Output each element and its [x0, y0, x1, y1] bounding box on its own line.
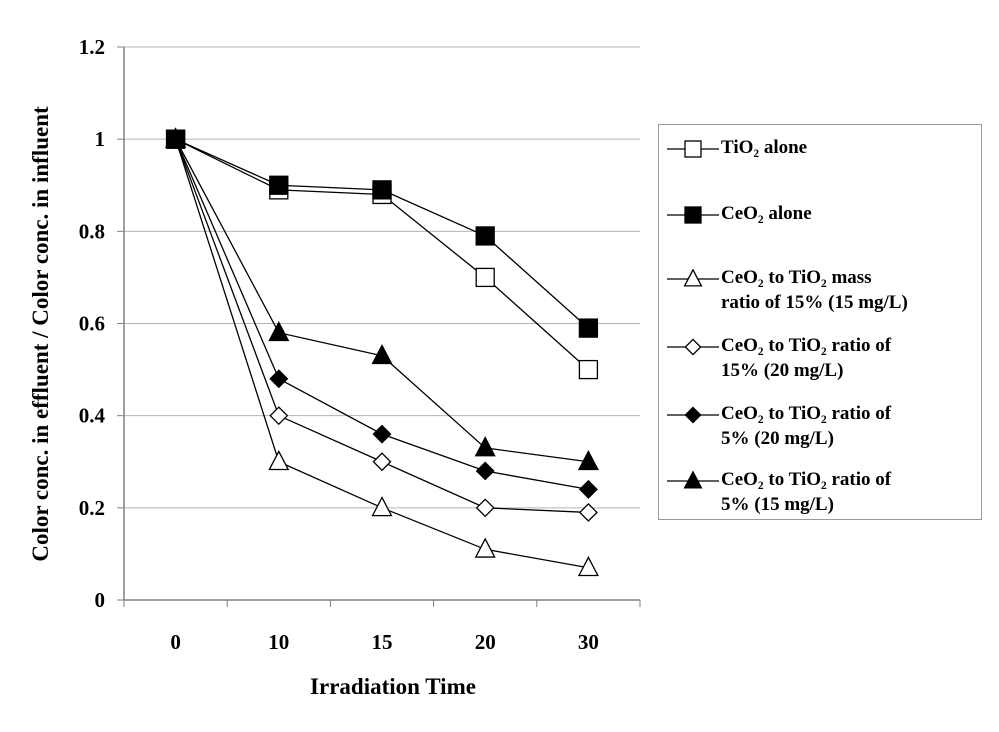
data-point	[577, 449, 599, 471]
y-tick-label: 0.2	[79, 496, 105, 520]
y-tick-label: 0	[95, 588, 106, 612]
data-point	[475, 267, 495, 288]
legend-label: CeO₂ to TiO₂ ratio of 5% (20 mg/L)	[721, 401, 891, 451]
legend-label-line: CeO₂ to TiO₂ ratio of	[721, 403, 892, 424]
legend-label-line: 5% (15 mg/L)	[721, 494, 834, 515]
x-tick-label: 30	[578, 630, 599, 654]
legend-marker	[683, 471, 703, 489]
legend-marker	[684, 338, 702, 356]
legend: TiO₂ alone CeO₂ alone CeO₂ to TiO₂ mass rat…	[658, 124, 982, 520]
x-tick-label: 10	[268, 630, 289, 654]
data-point	[475, 498, 495, 518]
data-point	[578, 479, 598, 499]
y-tick-label: 1	[95, 127, 106, 151]
y-tick-label: 1.2	[79, 35, 105, 59]
legend-marker	[683, 269, 703, 287]
data-point	[372, 452, 392, 472]
x-axis-title: Irradiation Time	[310, 674, 476, 699]
data-point	[475, 226, 495, 246]
data-point	[269, 369, 289, 389]
legend-swatch	[667, 206, 719, 224]
legend-label-line: 15% (20 mg/L)	[721, 360, 844, 381]
legend-item: CeO₂ to TiO₂ ratio of 5% (15 mg/L)	[665, 467, 977, 517]
legend-label-line: CeO₂ to TiO₂ ratio of	[721, 335, 892, 356]
legend-marker	[684, 140, 702, 158]
legend-label: TiO₂ alone	[721, 135, 807, 160]
legend-swatch	[667, 406, 719, 424]
data-point	[372, 180, 392, 200]
x-tick-label: 20	[475, 630, 496, 654]
data-point	[474, 436, 496, 457]
legend-label-line: ratio of 15% (15 mg/L)	[721, 292, 908, 313]
x-tick-label: 0	[170, 630, 181, 654]
data-point	[578, 359, 599, 380]
legend-label: CeO₂ alone	[721, 201, 812, 226]
x-tick-label: 15	[372, 630, 393, 654]
y-axis-title: Color conc. in effluent / Color conc. in…	[28, 106, 53, 562]
legend-item: TiO₂ alone	[665, 135, 977, 160]
data-point	[577, 555, 599, 577]
legend-label-line: TiO₂ alone	[721, 137, 808, 158]
data-point	[268, 320, 290, 342]
legend-marker	[684, 406, 702, 424]
axes: 0 0.2 0.4 0.6 0.8 1 1.2 0 10 15 20 30	[79, 35, 641, 654]
legend-label-line: CeO₂ alone	[721, 203, 812, 224]
series-6	[165, 127, 599, 471]
data-point	[268, 449, 290, 471]
data-point	[474, 537, 496, 558]
data-point	[578, 502, 598, 522]
legend-swatch	[667, 140, 719, 158]
legend-label: CeO₂ to TiO₂ mass ratio of 15% (15 mg/L)	[721, 265, 908, 315]
data-point	[371, 496, 393, 517]
legend-item: CeO₂ to TiO₂ mass ratio of 15% (15 mg/L)	[665, 265, 977, 315]
legend-label: CeO₂ to TiO₂ ratio of 5% (15 mg/L)	[721, 467, 891, 517]
series-1	[165, 129, 599, 380]
data-point	[269, 406, 289, 426]
legend-item: CeO₂ to TiO₂ ratio of 15% (20 mg/L)	[665, 333, 977, 383]
legend-marker	[684, 206, 702, 224]
series-line	[175, 138, 589, 329]
data-point	[371, 344, 393, 365]
legend-item: CeO₂ alone	[665, 201, 977, 226]
legend-swatch	[667, 269, 719, 287]
legend-swatch	[667, 338, 719, 356]
y-tick-label: 0.4	[79, 404, 106, 428]
data-point	[372, 424, 392, 444]
legend-label: CeO₂ to TiO₂ ratio of 15% (20 mg/L)	[721, 333, 891, 383]
data-point	[475, 461, 495, 481]
y-tick-label: 0.8	[79, 219, 105, 243]
data-point	[165, 127, 187, 148]
series-layer	[165, 127, 599, 577]
data-point	[578, 318, 599, 338]
legend-label-line: 5% (20 mg/L)	[721, 428, 834, 449]
data-point	[269, 175, 289, 195]
legend-swatch	[667, 471, 719, 489]
legend-label-line: CeO₂ to TiO₂ ratio of	[721, 469, 892, 490]
legend-item: CeO₂ to TiO₂ ratio of 5% (20 mg/L)	[665, 401, 977, 451]
y-tick-label: 0.6	[79, 312, 105, 336]
series-2	[165, 129, 599, 338]
legend-label-line: CeO₂ to TiO₂ mass	[721, 267, 872, 288]
